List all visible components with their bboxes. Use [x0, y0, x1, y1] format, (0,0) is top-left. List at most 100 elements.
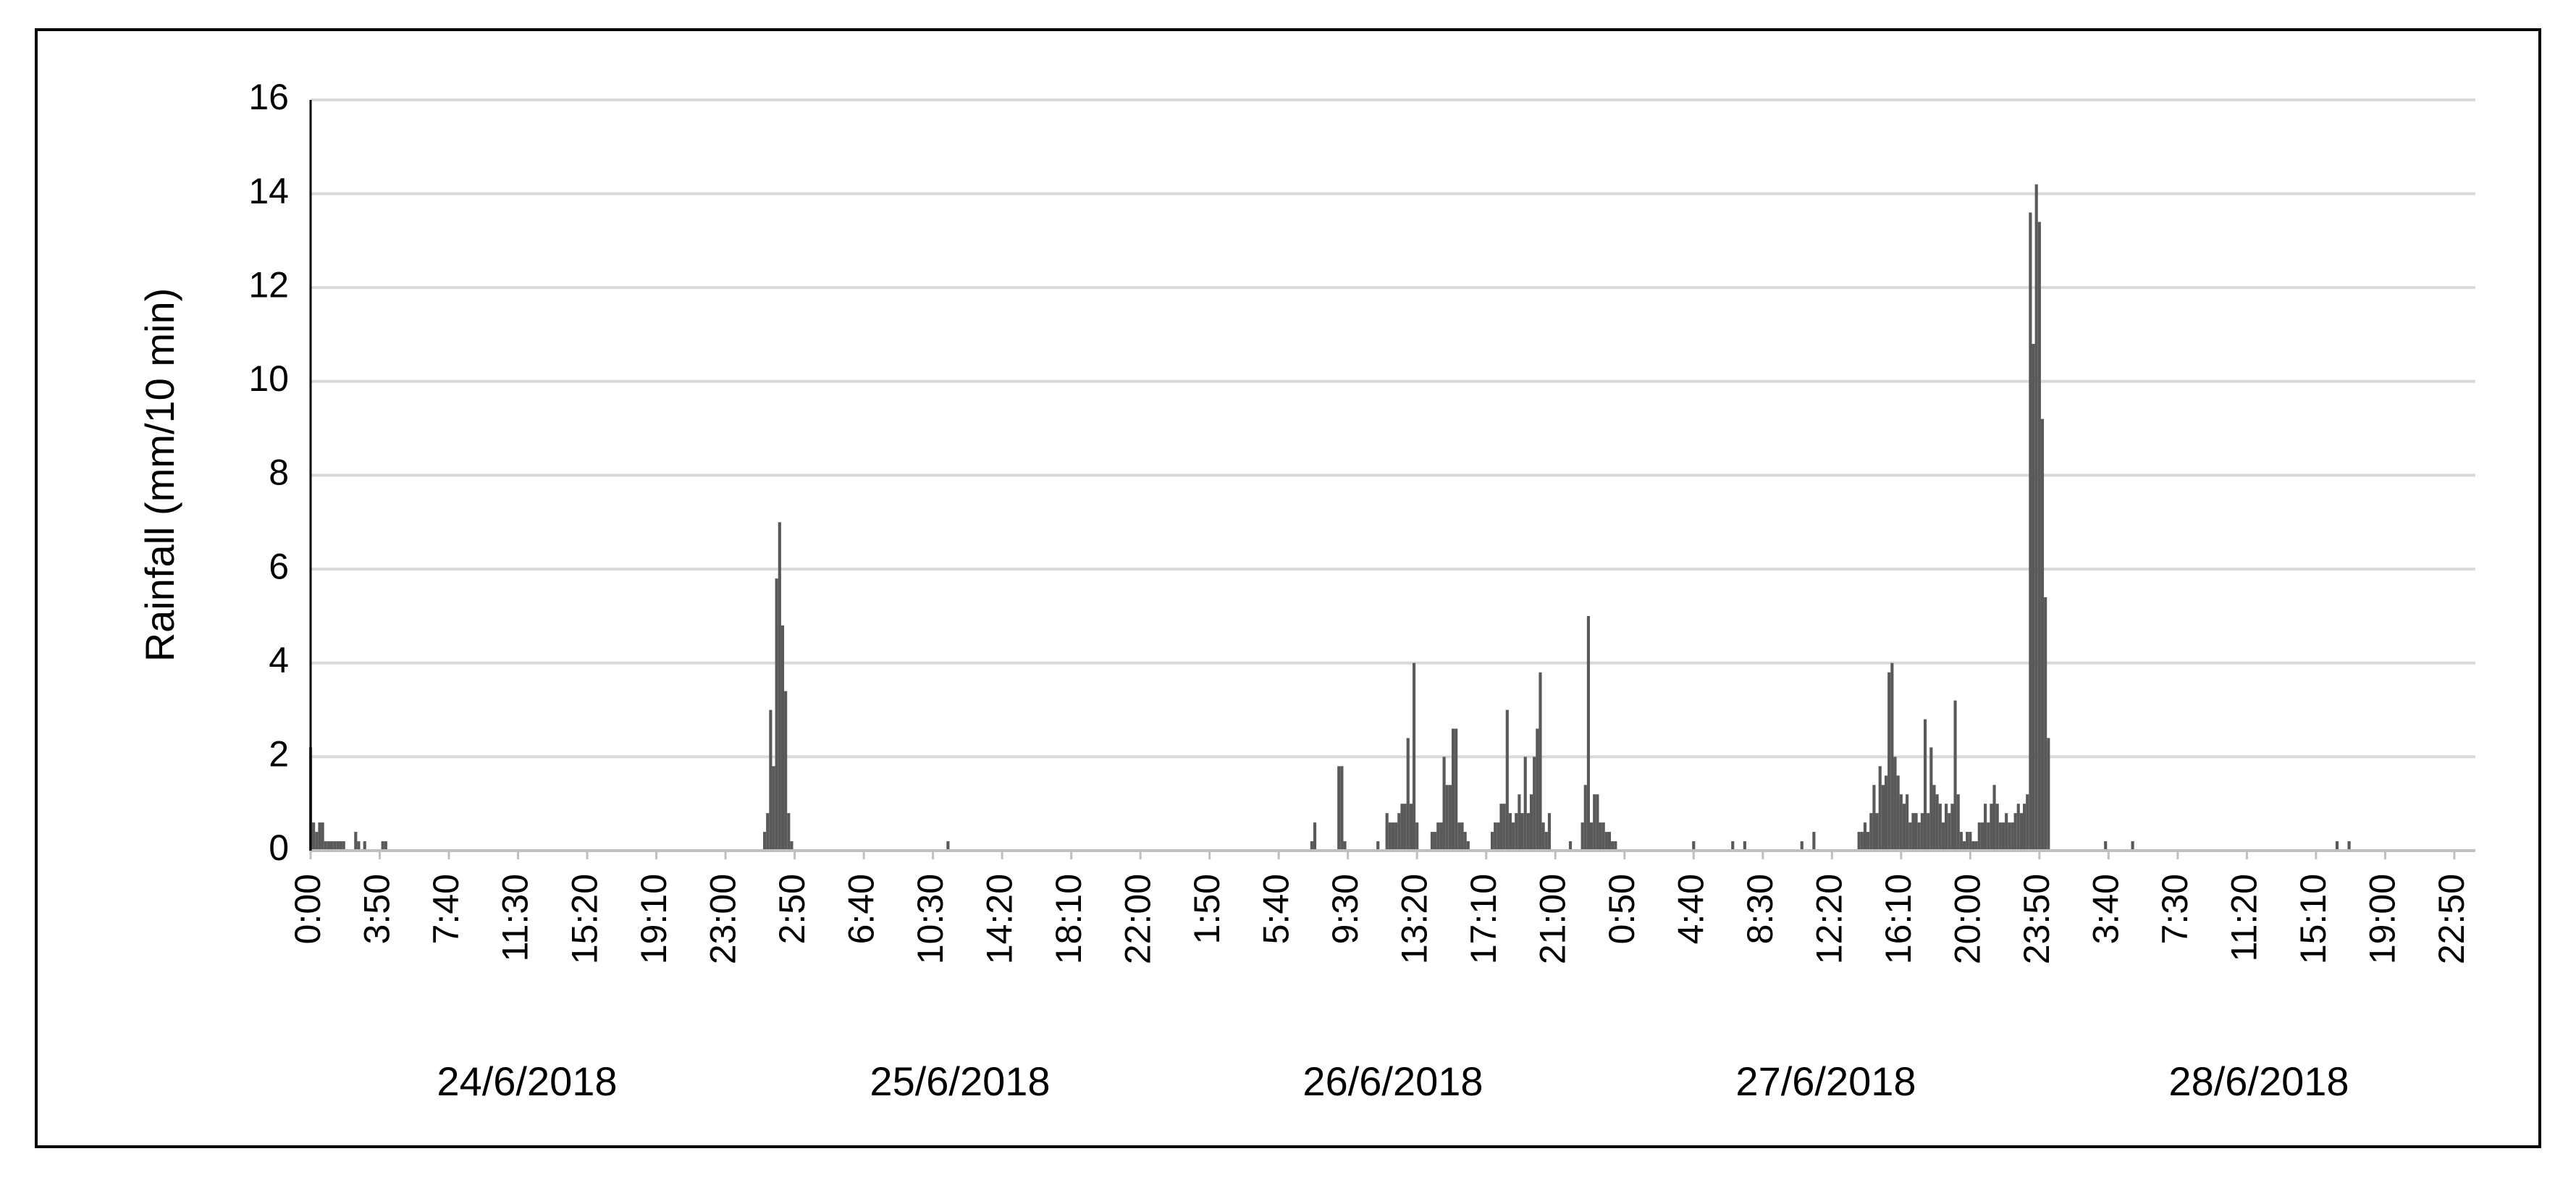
- x-tick-label: 19:10: [634, 874, 674, 964]
- bar: [1977, 822, 1981, 851]
- bar: [2044, 597, 2047, 851]
- bar: [1520, 813, 1524, 851]
- x-tick-label: 0:50: [1601, 874, 1642, 944]
- bar: [1899, 794, 1903, 851]
- bar: [1415, 822, 1419, 851]
- bar: [1406, 738, 1410, 851]
- bar: [1893, 757, 1897, 851]
- bar: [1526, 813, 1530, 851]
- bar: [1932, 785, 1936, 851]
- bar: [1337, 766, 1341, 851]
- x-tick-label: 4:40: [1670, 874, 1711, 944]
- bar: [1586, 615, 1591, 851]
- bar: [1391, 822, 1395, 851]
- bar: [1502, 804, 1506, 851]
- bar: [1544, 832, 1548, 851]
- bar: [1533, 757, 1536, 851]
- bar: [357, 841, 361, 851]
- bar: [2034, 184, 2038, 851]
- date-label: 26/6/2018: [1302, 1058, 1483, 1104]
- bar: [1403, 804, 1407, 851]
- bar: [2047, 738, 2050, 851]
- x-tick-label: 8:30: [1740, 874, 1780, 944]
- bar: [1971, 841, 1975, 851]
- bar: [1923, 719, 1927, 851]
- bar: [2032, 344, 2035, 851]
- bar: [1508, 813, 1512, 851]
- x-tick-label: 7:30: [2155, 874, 2195, 944]
- bar: [318, 822, 321, 851]
- date-label: 28/6/2018: [2168, 1058, 2349, 1104]
- bar: [1448, 785, 1452, 851]
- bar: [1911, 813, 1915, 851]
- bar: [1743, 841, 1746, 851]
- bar: [2347, 841, 2351, 851]
- bar: [1896, 775, 1900, 851]
- bar: [1310, 841, 1313, 851]
- x-tick-label: 5:40: [1255, 874, 1296, 944]
- bar: [1945, 804, 1948, 851]
- bar: [1935, 794, 1939, 851]
- bar: [1863, 822, 1867, 851]
- bar: [1442, 757, 1446, 851]
- bar: [1980, 822, 1984, 851]
- bar: [1451, 728, 1455, 851]
- x-tick-label: 15:20: [564, 874, 605, 964]
- x-tick-label: 7:40: [426, 874, 466, 944]
- bar: [1992, 785, 1996, 851]
- bar: [1866, 832, 1870, 851]
- bar: [1881, 785, 1885, 851]
- y-tick-label: 0: [269, 827, 289, 868]
- bar: [2011, 822, 2014, 851]
- bar: [1929, 747, 1933, 851]
- x-tick-label: 20:00: [1948, 874, 1988, 964]
- x-tick-label: 3:40: [2086, 874, 2126, 944]
- bar: [321, 822, 324, 851]
- bar: [1313, 822, 1317, 851]
- bar: [1959, 832, 1963, 851]
- bar: [1601, 822, 1605, 851]
- bar: [363, 841, 366, 851]
- bar: [342, 841, 345, 851]
- bar: [333, 841, 337, 851]
- bar: [1499, 804, 1503, 851]
- bar: [2029, 212, 2032, 851]
- x-tick-label: 12:20: [1809, 874, 1850, 964]
- bar: [1490, 832, 1494, 851]
- bar: [766, 813, 770, 851]
- bar: [1906, 794, 1909, 851]
- bar: [1385, 813, 1389, 851]
- bar: [1984, 804, 1987, 851]
- bar: [790, 841, 794, 851]
- bar: [1878, 766, 1882, 851]
- bar: [784, 691, 788, 851]
- bar: [780, 625, 785, 851]
- bar: [1497, 822, 1500, 851]
- bar: [1505, 709, 1509, 851]
- x-tick-label: 10:30: [910, 874, 951, 964]
- x-tick-label: 23:50: [2016, 874, 2057, 964]
- bar: [1812, 832, 1816, 851]
- bar: [1430, 832, 1434, 851]
- bar: [1590, 822, 1594, 851]
- bar: [1941, 822, 1945, 851]
- bar: [1962, 841, 1966, 851]
- bar: [1445, 785, 1449, 851]
- bar: [1948, 813, 1951, 851]
- bar: [339, 841, 342, 851]
- bar: [1950, 804, 1954, 851]
- bar: [2040, 418, 2045, 851]
- y-tick-label: 10: [248, 358, 289, 399]
- bar: [1466, 841, 1470, 851]
- x-tick-label: 17:10: [1463, 874, 1504, 964]
- x-tick-label: 1:50: [1187, 874, 1227, 944]
- bar: [1400, 804, 1404, 851]
- bar: [772, 766, 775, 851]
- bar: [1541, 822, 1545, 851]
- bar: [384, 841, 387, 851]
- bar: [2013, 813, 2017, 851]
- bar: [2001, 822, 2005, 851]
- bar: [1529, 794, 1533, 851]
- bar: [1998, 822, 2002, 851]
